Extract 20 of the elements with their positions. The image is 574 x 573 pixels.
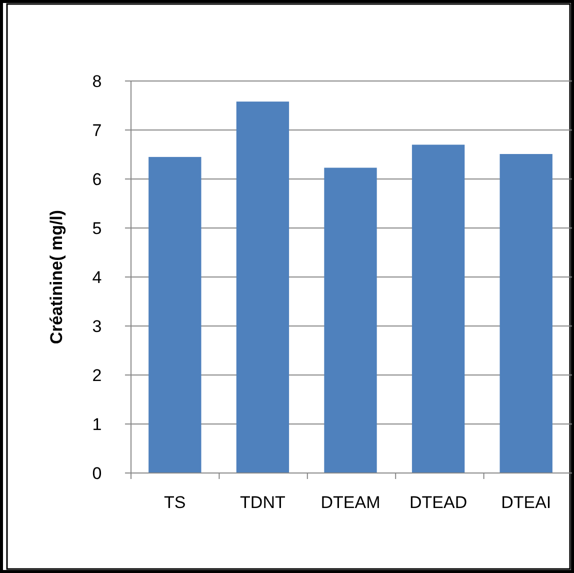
x-tick-label: DTEAI	[501, 493, 552, 512]
y-tick-label: 1	[92, 414, 102, 434]
y-tick-label: 3	[92, 316, 102, 336]
x-tick-label: DTEAD	[409, 493, 468, 512]
y-tick-label: 0	[92, 464, 102, 483]
y-axis-title: Créatinine( mg/l)	[47, 210, 66, 344]
x-tick-label: DTEAM	[320, 493, 380, 512]
y-tick-label: 2	[92, 366, 102, 385]
bar	[236, 102, 290, 473]
y-tick-label: 7	[92, 120, 102, 140]
bar	[324, 168, 377, 473]
bar	[500, 154, 552, 473]
bar	[148, 156, 202, 473]
y-tick-label: 5	[92, 218, 102, 238]
y-tick-label: 6	[92, 170, 102, 189]
x-tick-label: TDNT	[240, 493, 286, 512]
y-tick-label: 8	[92, 72, 102, 91]
bar	[412, 144, 465, 473]
x-tick-label: TS	[164, 493, 186, 512]
y-tick-label: 4	[92, 268, 102, 287]
